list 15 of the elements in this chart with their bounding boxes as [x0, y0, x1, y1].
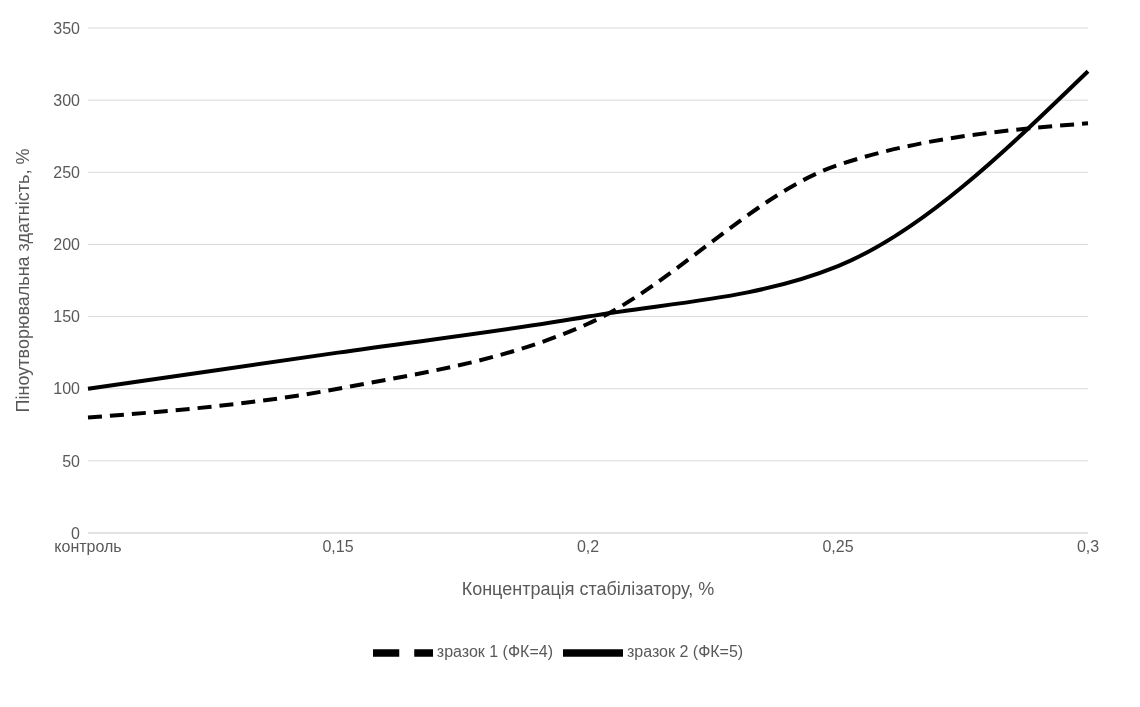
y-tick-label: 300	[53, 91, 81, 109]
legend-label: зразок 2 (ФК=5)	[627, 643, 744, 661]
x-tick-label: 0,3	[1076, 538, 1100, 556]
y-tick-label: 50	[62, 452, 81, 470]
y-axis-title: Піноутворювальна здатність, %	[13, 148, 34, 413]
y-tick-label: 150	[53, 308, 81, 326]
x-tick-label: 0,25	[822, 538, 854, 556]
y-tick-label: 100	[53, 380, 81, 398]
x-tick-label: 0,2	[576, 538, 600, 556]
y-tick-label: 200	[53, 236, 81, 254]
y-tick-label: 250	[53, 163, 81, 181]
x-axis-title: Концентрація стабілізатору, %	[461, 579, 715, 599]
legend-label: зразок 1 (ФК=4)	[436, 643, 553, 661]
y-tick-label: 350	[53, 19, 81, 37]
x-tick-label: 0,15	[322, 538, 354, 556]
